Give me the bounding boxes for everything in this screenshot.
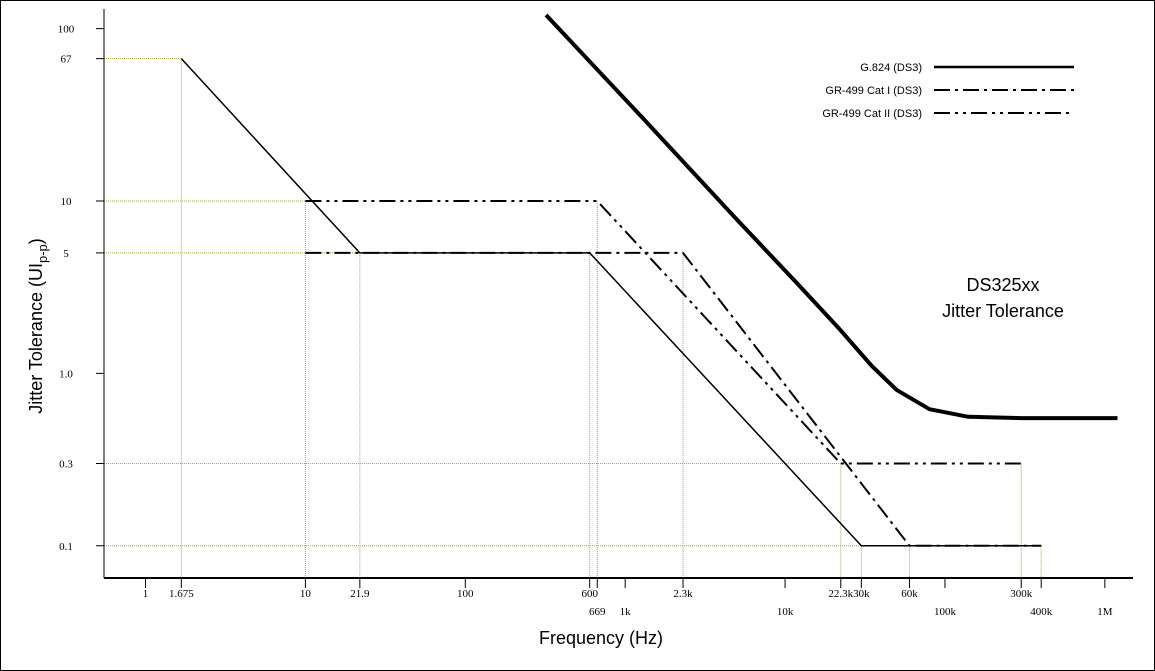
x-tick-label: 400k: [1030, 606, 1053, 618]
chart-annotation-line1: DS325xx: [966, 275, 1039, 295]
legend: G.824 (DS3) GR-499 Cat I (DS3) GR-499 Cat …: [822, 62, 1074, 120]
y-tick-label: 100: [58, 24, 75, 36]
y-tick-label: 0.3: [59, 459, 73, 471]
legend-label: GR-499 Cat II (DS3): [822, 108, 922, 120]
series-line-3: [180, 58, 1042, 547]
x-tick-label: 60k: [901, 588, 918, 600]
legend-label: G.824 (DS3): [860, 62, 922, 74]
x-ticks: 1 1.675 10 21.9 100 600 669 1k 2.3k 10k 22.3k 30k 60…: [143, 578, 1113, 618]
guide-lines: [104, 58, 1042, 578]
x-tick-label: 669: [589, 606, 606, 618]
series-line-gr-499-cat-i-ds3-: [305, 251, 1042, 547]
x-tick-label: 10k: [777, 606, 794, 618]
x-tick-label: 21.9: [350, 588, 370, 600]
series-line-g-824-ds3-: [544, 13, 1118, 421]
x-tick-label: 1M: [1097, 606, 1113, 618]
x-tick-label: 2.3k: [673, 588, 693, 600]
y-ticks: 100 67 10 5 1.0 0.3 0.1: [58, 24, 104, 553]
series-lines: [180, 13, 1118, 547]
axes: [103, 9, 1133, 579]
x-tick-label: 300k: [1010, 588, 1033, 600]
series-line-gr-499-cat-ii-ds3-: [305, 200, 1022, 465]
x-axis-title: Frequency (Hz): [539, 628, 663, 648]
x-tick-label: 10: [300, 588, 312, 600]
x-tick-label: 22.3k: [828, 588, 853, 600]
x-tick-label: 1.675: [169, 588, 194, 600]
y-tick-label: 67: [61, 54, 73, 66]
x-tick-label: 600: [581, 588, 598, 600]
x-tick-label: 30k: [853, 588, 870, 600]
y-axis-title: Jitter Tolerance (UIp-p): [26, 238, 50, 414]
y-tick-label: 1.0: [59, 368, 73, 380]
y-tick-label: 5: [63, 248, 69, 260]
x-tick-label: 1k: [620, 606, 632, 618]
x-tick-label: 100: [457, 588, 474, 600]
x-tick-label: 100k: [934, 606, 957, 618]
y-tick-label: 0.1: [59, 541, 73, 553]
chart-annotation-line2: Jitter Tolerance: [942, 301, 1064, 321]
x-tick-label: 1: [143, 588, 149, 600]
y-tick-label: 10: [61, 196, 73, 208]
legend-label: GR-499 Cat I (DS3): [825, 85, 922, 97]
